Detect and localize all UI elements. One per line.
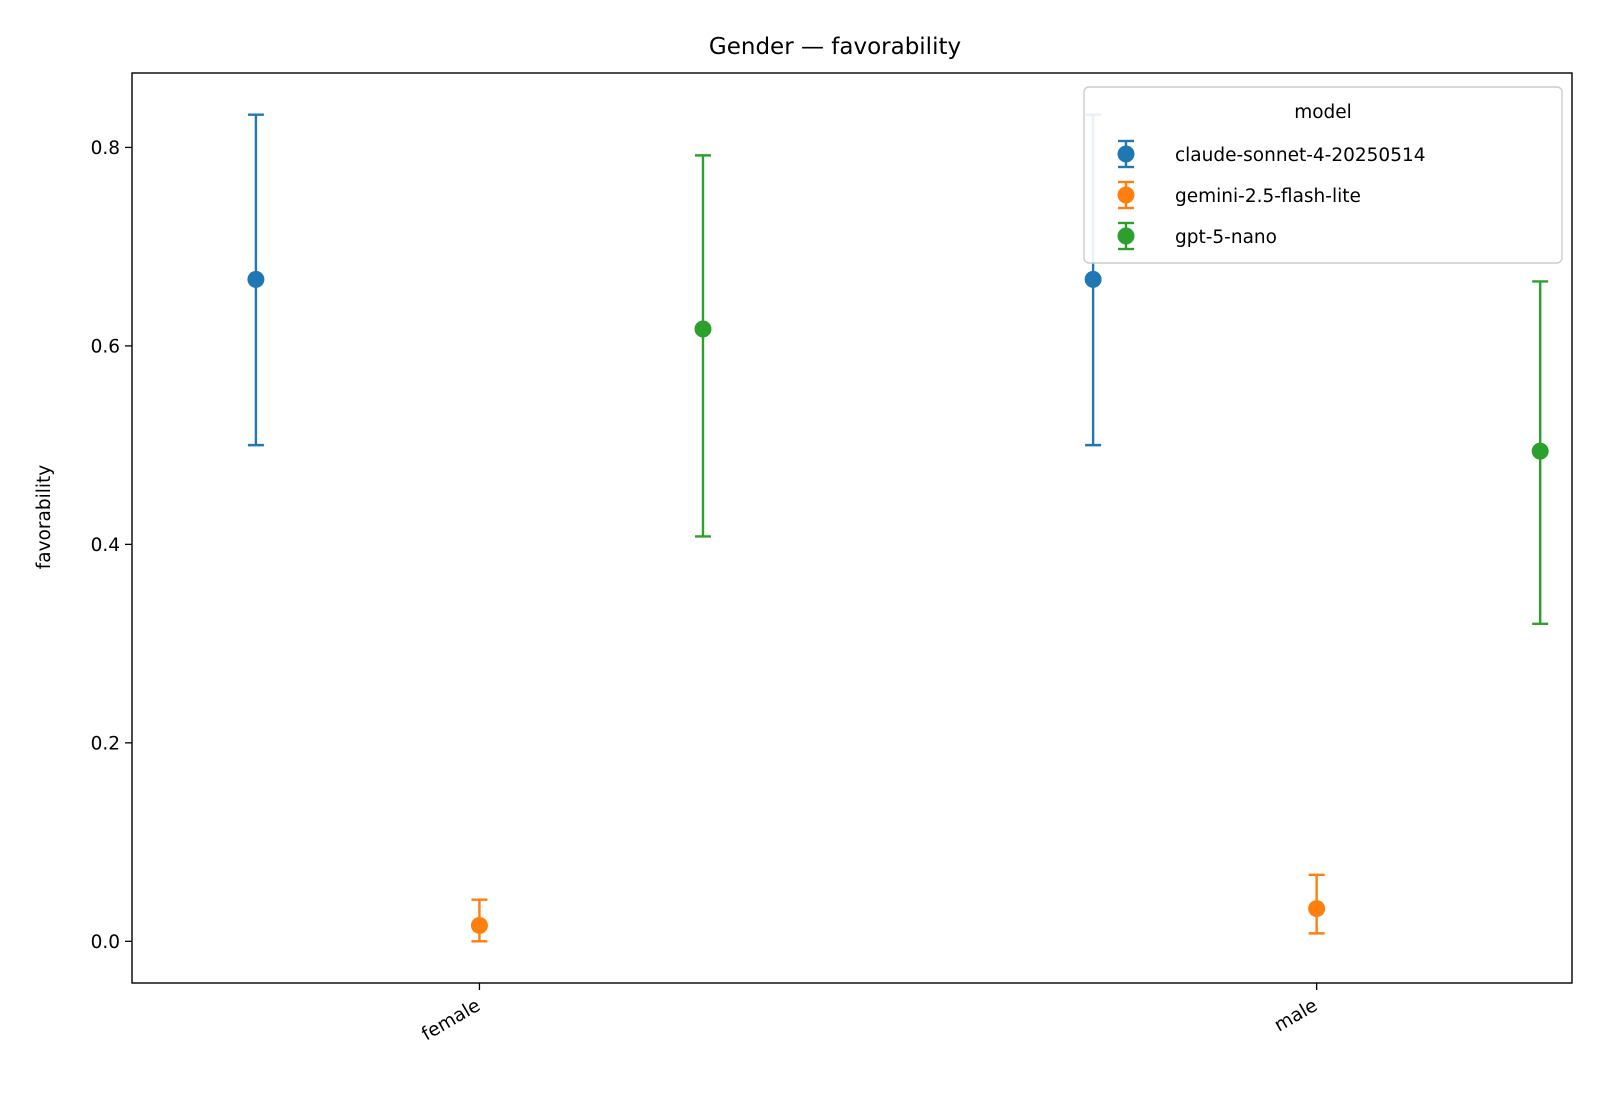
legend-marker-point [1117,186,1135,204]
y-tick-label: 0.0 [91,932,120,953]
legend-entries: claude-sonnet-4-20250514 gemini-2.5-flash… [1117,139,1426,251]
error-bar-point [1531,280,1549,625]
plot-area-frame [131,72,1573,984]
data-point [694,320,712,338]
data-point [1531,442,1549,460]
data-point [1084,270,1102,288]
error-bar-point [247,113,265,447]
chart-title: Gender — favorability [709,34,961,60]
legend-label: gpt-5-nano [1175,227,1277,248]
legend-box [1083,86,1563,264]
error-bar-point [470,898,488,943]
legend-marker-point [1117,227,1135,245]
y-tick-label: 0.6 [91,336,120,357]
legend-title: model [1294,102,1352,123]
y-tick-label: 0.8 [91,138,120,159]
y-tick-label: 0.2 [91,733,120,754]
error-bar-point [694,154,712,538]
y-tick-label: 0.4 [91,535,120,556]
legend-label: gemini-2.5-flash-lite [1175,186,1361,207]
data-point [470,916,488,934]
data-point [1308,900,1326,918]
data-point [247,270,265,288]
y-axis-label: favorability [34,465,55,569]
legend-entry: gpt-5-nano [1117,221,1277,251]
legend-entry: gemini-2.5-flash-lite [1117,180,1361,210]
legend-entry: claude-sonnet-4-20250514 [1117,139,1426,169]
legend-label: claude-sonnet-4-20250514 [1175,145,1426,166]
error-bar-point [1308,873,1326,935]
legend-marker-point [1117,145,1135,163]
legend: model claude-sonnet-4-20250514 gemini-2.5… [1083,86,1563,264]
